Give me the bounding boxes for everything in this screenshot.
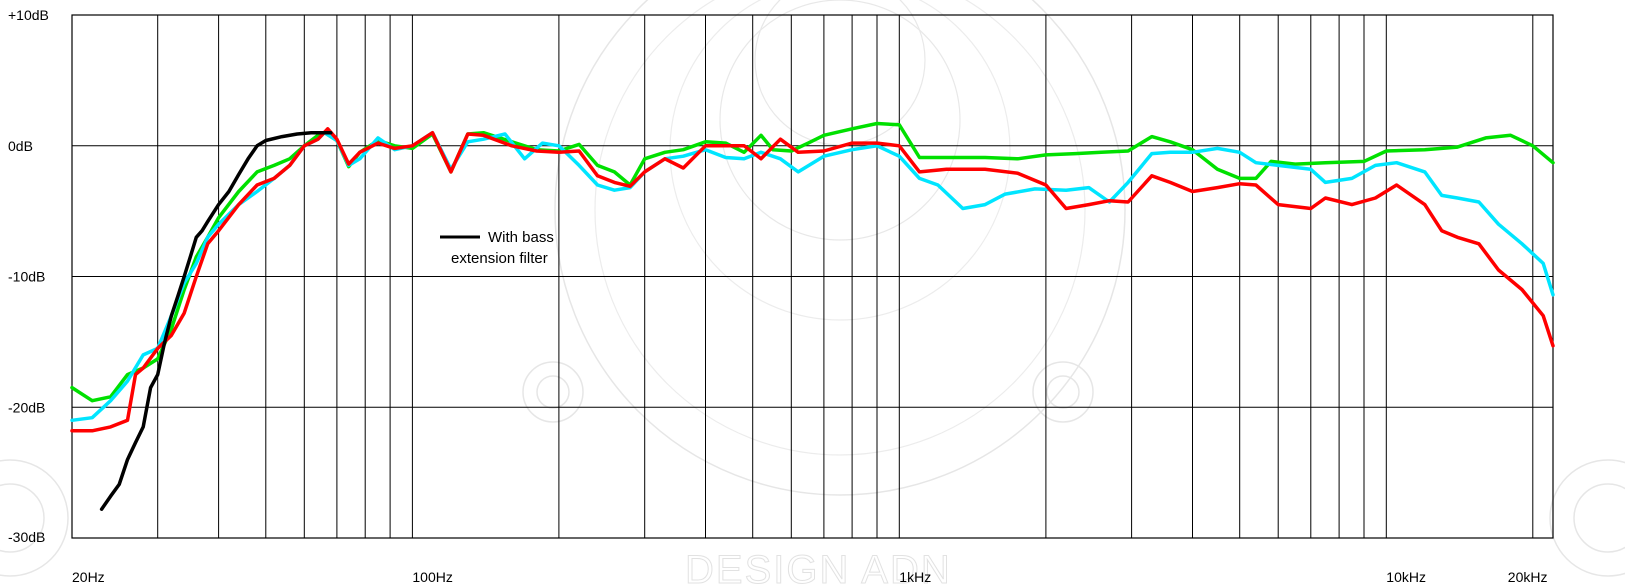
series-line-2 [70, 121, 1555, 403]
y-tick-label: +10dB [8, 7, 49, 23]
x-tick-label: 20kHz [1508, 569, 1548, 585]
x-tick-label: 20Hz [72, 569, 105, 585]
x-tick-label: 10kHz [1386, 569, 1426, 585]
chart-series [70, 121, 1555, 511]
y-tick-label: 0dB [8, 138, 33, 154]
series-line-1 [99, 130, 333, 511]
watermark-text: DESIGN ADN [685, 548, 952, 588]
legend-label-line1: With bass [488, 229, 554, 246]
y-tick-label: -10dB [8, 269, 45, 285]
x-tick-label: 1kHz [899, 569, 931, 585]
y-tick-label: -30dB [8, 529, 45, 545]
x-tick-label: 100Hz [412, 569, 452, 585]
chart-legend: With bass extension filter [440, 229, 554, 267]
legend-label-line2: extension filter [451, 250, 548, 267]
chart-tick-labels: +10dB 0dB -10dB -20dB -30dB 20Hz 100Hz 1kHz 10kH… [8, 7, 1547, 585]
chart-grid [71, 14, 1554, 539]
plot-frame [71, 14, 1554, 539]
y-tick-label: -20dB [8, 399, 45, 415]
series-line-4 [70, 127, 1555, 433]
